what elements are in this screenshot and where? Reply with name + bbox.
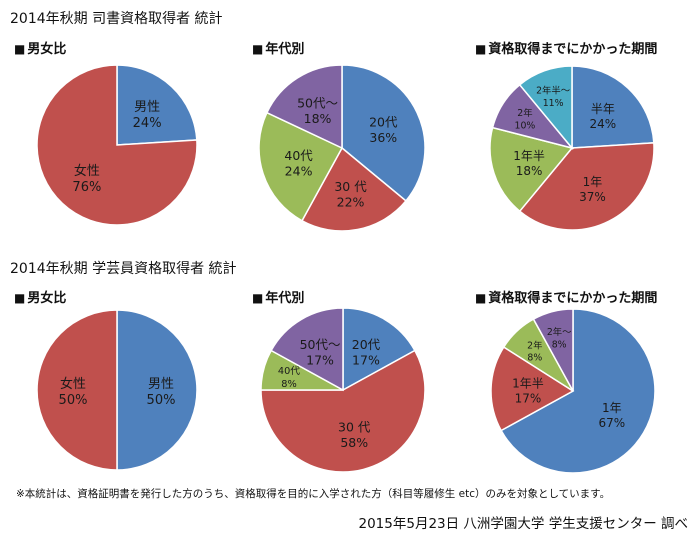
chart-title-librarian-gender: ■ 男女比 (14, 38, 66, 57)
chart-title-text: 資格取得までにかかった期間 (488, 291, 658, 306)
bullet-square-icon: ■ (475, 291, 487, 305)
pie-slice (300, 146, 408, 232)
section-title-curator: 2014年秋期 学芸員資格取得者 統計 (10, 261, 237, 277)
pie-slice (36, 64, 198, 226)
pie-slice (36, 309, 118, 471)
bullet-square-icon: ■ (14, 42, 26, 56)
pie-slice (518, 65, 573, 151)
slice-label: 40代 (284, 148, 313, 163)
slice-value-label: 17% (306, 353, 334, 368)
slice-label: 30 代 (338, 420, 371, 435)
slice-value-label: 8% (527, 353, 542, 364)
chart-title-text: 年代別 (265, 42, 305, 57)
pie-slice (518, 142, 655, 231)
slice-label: 1年 (583, 175, 603, 189)
pie-slice (342, 307, 416, 392)
slice-value-label: 36% (369, 130, 397, 145)
slice-label: 半年 (591, 102, 615, 116)
chart-title-text: 男女比 (27, 42, 67, 57)
slice-value-label: 24% (590, 117, 617, 131)
pie-slice (571, 65, 655, 149)
bullet-square-icon: ■ (252, 291, 264, 305)
slice-label: 男性 (148, 377, 174, 392)
slice-value-label: 18% (304, 111, 332, 126)
slice-label: 20代 (369, 115, 398, 130)
slice-value-label: 17% (515, 392, 542, 406)
section-title-librarian: 2014年秋期 司書資格取得者 統計 (10, 11, 223, 27)
pie-slice (116, 309, 198, 471)
slice-value-label: 8% (552, 339, 567, 350)
pie-slice (265, 64, 343, 150)
slice-value-label: 76% (72, 180, 101, 195)
chart-title-curator-duration: ■ 資格取得までにかかった期間 (475, 287, 657, 306)
slice-value-label: 50% (59, 393, 88, 408)
slice-value-label: 24% (133, 116, 162, 131)
pie-slice (500, 308, 656, 474)
chart-title-text: 男女比 (27, 291, 67, 306)
slice-value-label: 67% (598, 416, 625, 430)
slice-label: 2年～ (547, 326, 572, 338)
slice-value-label: 37% (579, 190, 606, 204)
pie-slice (270, 307, 344, 392)
slice-label: 30 代 (334, 179, 367, 194)
slice-label: 50代～ (300, 337, 341, 352)
slice-value-label: 10% (515, 120, 536, 131)
slice-value-label: 58% (340, 435, 368, 450)
pie-slice (260, 349, 426, 473)
slice-value-label: 8% (281, 379, 296, 390)
chart-title-librarian-age: ■ 年代別 (252, 38, 304, 57)
slice-label: 2年 (517, 107, 532, 119)
footnote: ※本統計は、資格証明書を発行した方のうち、資格取得を目的に入学された方（科目等履… (16, 488, 611, 500)
slice-label: 1年半 (513, 149, 545, 163)
slice-value-label: 11% (543, 98, 564, 109)
slice-value-label: 17% (352, 353, 380, 368)
slice-label: 女性 (60, 376, 86, 392)
slice-label: 女性 (74, 163, 100, 179)
chart-title-curator-age: ■ 年代別 (252, 287, 304, 306)
slice-label: 40代 (278, 365, 300, 377)
slice-value-label: 24% (285, 164, 313, 179)
slice-value-label: 18% (516, 164, 543, 178)
chart-title-curator-gender: ■ 男女比 (14, 287, 66, 306)
slice-label: 1年 (602, 401, 622, 415)
slice-label: 1年半 (512, 377, 544, 391)
slice-value-label: 50% (147, 393, 176, 408)
pie-slice (490, 346, 575, 432)
pie-slice (116, 64, 198, 146)
chart-title-librarian-duration: ■ 資格取得までにかかった期間 (475, 38, 657, 57)
pie-slice (341, 64, 426, 202)
bullet-square-icon: ■ (14, 291, 26, 305)
slice-label: 50代～ (297, 95, 338, 110)
credit-line: 2015年5月23日 八洲学園大学 学生支援センター 調べ (358, 516, 689, 532)
bullet-square-icon: ■ (252, 42, 264, 56)
slice-label: 20代 (352, 337, 381, 352)
slice-label: 2年 (527, 339, 542, 351)
pie-slice (489, 126, 574, 213)
slice-label: 2年半～ (536, 85, 570, 97)
pie-slice (258, 111, 344, 222)
slice-value-label: 22% (337, 194, 365, 209)
slice-label: 男性 (134, 100, 160, 115)
chart-title-text: 年代別 (265, 291, 305, 306)
pie-slice (532, 308, 574, 392)
bullet-square-icon: ■ (475, 42, 487, 56)
chart-title-text: 資格取得までにかかった期間 (488, 42, 658, 57)
